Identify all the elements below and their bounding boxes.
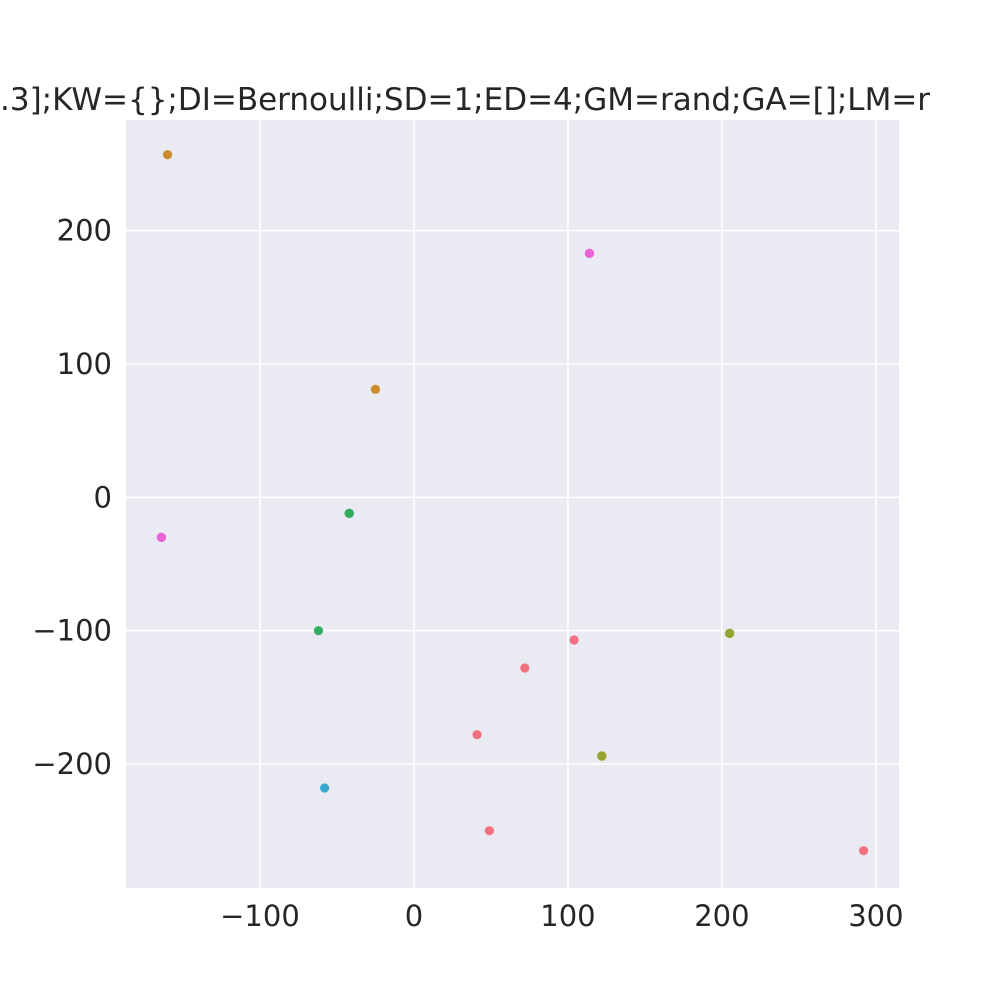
scatter-point [520, 663, 530, 673]
scatter-point [320, 783, 330, 793]
scatter-point [472, 730, 482, 740]
scatter-point [584, 248, 595, 258]
scatter-point [370, 384, 381, 394]
y-tick-label: −200 [32, 747, 112, 781]
scatter-point [597, 751, 607, 761]
x-axis-ticks: −100 0 100 200 300 [220, 899, 903, 933]
scatter-point [162, 150, 173, 160]
x-tick-label: 0 [405, 899, 423, 933]
y-tick-label: 100 [57, 347, 112, 381]
data-points [156, 150, 869, 856]
scatter-point [344, 508, 354, 518]
y-tick-label: −100 [32, 614, 112, 648]
y-tick-label: 200 [57, 214, 112, 248]
scatter-point [858, 846, 869, 856]
chart-title: .3];KW={};DI=Bernoulli;SD=1;ED=4;GM=rand… [0, 82, 930, 118]
x-tick-label: 200 [694, 899, 749, 933]
scatter-point [313, 626, 324, 636]
plot-background [126, 120, 899, 888]
scatter-point [484, 826, 495, 836]
x-tick-label: 300 [848, 899, 903, 933]
scatter-point [725, 628, 735, 638]
x-tick-label: 100 [540, 899, 595, 933]
scatter-point [569, 635, 579, 645]
y-axis-ticks: −200 −100 0 100 200 [32, 214, 112, 781]
scatter-point [156, 532, 167, 542]
grid-lines [126, 120, 899, 888]
x-tick-label: −100 [220, 899, 300, 933]
y-tick-label: 0 [94, 480, 112, 514]
